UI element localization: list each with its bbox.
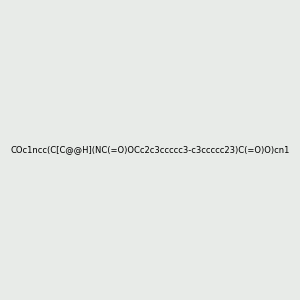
Text: COc1ncc(C[C@@H](NC(=O)OCc2c3ccccc3-c3ccccc23)C(=O)O)cn1: COc1ncc(C[C@@H](NC(=O)OCc2c3ccccc3-c3ccc…: [10, 146, 290, 154]
